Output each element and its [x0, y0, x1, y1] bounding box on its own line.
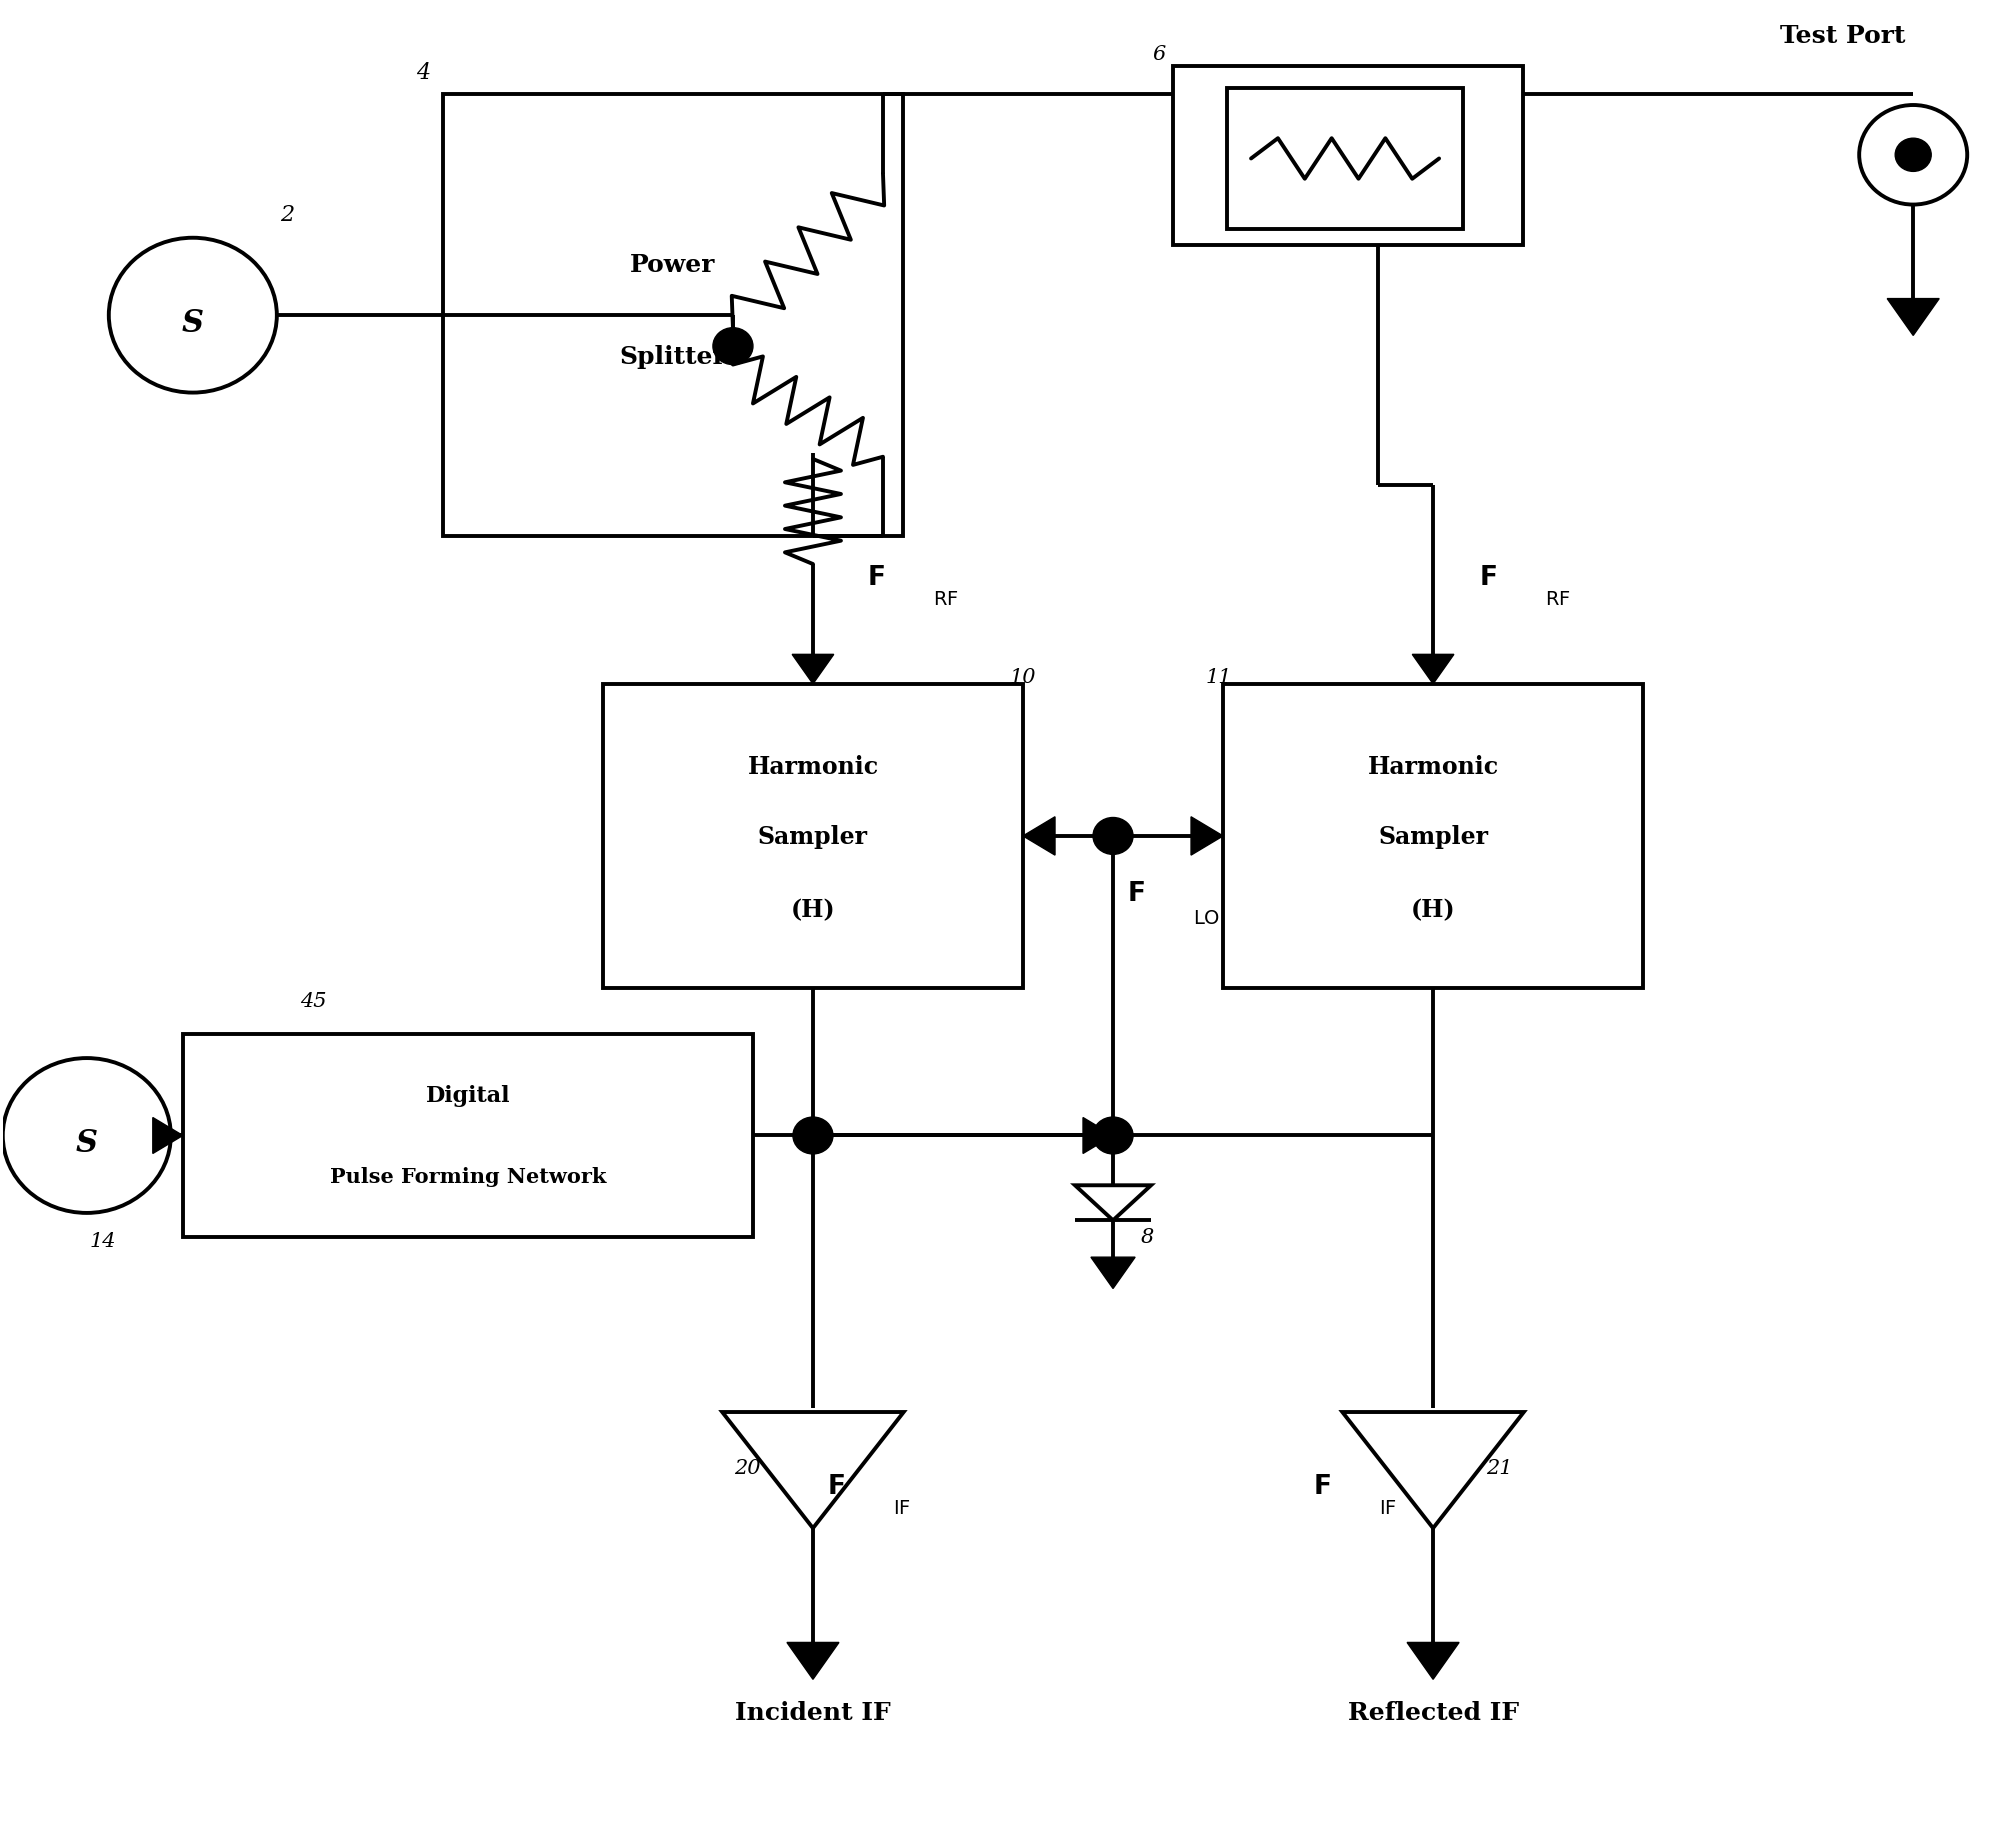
Text: $\mathbf{F}$: $\mathbf{F}$ — [1127, 880, 1145, 906]
Text: Harmonic: Harmonic — [1367, 754, 1498, 778]
Polygon shape — [1023, 817, 1055, 856]
Text: 2: 2 — [279, 203, 295, 225]
Text: 11: 11 — [1205, 667, 1231, 687]
Text: Digital: Digital — [425, 1085, 509, 1107]
Text: $\mathrm{RF}$: $\mathrm{RF}$ — [1544, 591, 1570, 608]
Polygon shape — [786, 1643, 838, 1680]
Text: Power: Power — [630, 253, 716, 277]
Text: 20: 20 — [734, 1458, 760, 1477]
Text: Harmonic: Harmonic — [748, 754, 878, 778]
Text: S: S — [76, 1127, 98, 1159]
Text: (H): (H) — [1410, 898, 1456, 922]
Text: 6: 6 — [1151, 44, 1165, 65]
Polygon shape — [152, 1118, 182, 1153]
Text: $\mathrm{IF}$: $\mathrm{IF}$ — [1377, 1499, 1395, 1517]
Polygon shape — [1091, 1257, 1135, 1288]
Text: Incident IF: Incident IF — [734, 1700, 890, 1724]
Circle shape — [1093, 1118, 1133, 1155]
Text: Pulse Forming Network: Pulse Forming Network — [329, 1166, 606, 1186]
Text: Splitter: Splitter — [620, 344, 726, 368]
Polygon shape — [792, 654, 834, 684]
Bar — [1223, 684, 1642, 989]
Text: $\mathbf{F}$: $\mathbf{F}$ — [826, 1473, 844, 1499]
Text: 10: 10 — [1009, 667, 1037, 687]
Text: $\mathbf{F}$: $\mathbf{F}$ — [1478, 565, 1496, 590]
Text: 45: 45 — [299, 992, 327, 1011]
Bar — [182, 1035, 752, 1236]
Polygon shape — [1083, 1118, 1113, 1153]
Bar — [604, 684, 1023, 989]
Polygon shape — [1075, 1186, 1151, 1222]
Text: $\mathrm{RF}$: $\mathrm{RF}$ — [932, 591, 958, 608]
Text: $\mathrm{IF}$: $\mathrm{IF}$ — [892, 1499, 910, 1517]
Text: $\mathbf{F}$: $\mathbf{F}$ — [866, 565, 884, 590]
Text: Sampler: Sampler — [758, 824, 868, 848]
Bar — [1227, 89, 1462, 229]
Circle shape — [1093, 819, 1133, 856]
Text: Sampler: Sampler — [1377, 824, 1488, 848]
Circle shape — [712, 329, 752, 366]
Polygon shape — [1191, 817, 1223, 856]
Text: (H): (H) — [790, 898, 834, 922]
Text: $\mathrm{LO}$: $\mathrm{LO}$ — [1193, 909, 1219, 928]
Polygon shape — [1887, 299, 1939, 336]
Circle shape — [1895, 139, 1931, 172]
Polygon shape — [1341, 1412, 1524, 1528]
Bar — [1173, 67, 1522, 246]
Text: S: S — [182, 309, 205, 338]
Text: 21: 21 — [1486, 1458, 1512, 1477]
Text: Reflected IF: Reflected IF — [1347, 1700, 1518, 1724]
Text: $\mathbf{F}$: $\mathbf{F}$ — [1313, 1473, 1329, 1499]
Text: Test Port: Test Port — [1780, 24, 1905, 48]
Bar — [443, 94, 902, 538]
Polygon shape — [1406, 1643, 1458, 1680]
Text: 8: 8 — [1139, 1227, 1153, 1247]
Text: 14: 14 — [90, 1231, 116, 1251]
Polygon shape — [722, 1412, 902, 1528]
Polygon shape — [1412, 654, 1454, 684]
Text: 4: 4 — [415, 61, 429, 83]
Circle shape — [792, 1118, 832, 1155]
